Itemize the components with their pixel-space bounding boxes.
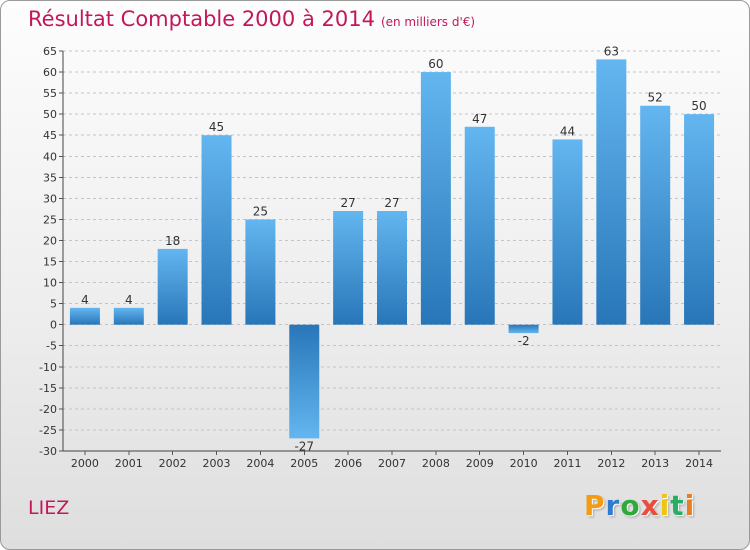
logo-letter: x bbox=[640, 489, 660, 522]
logo-letter: o bbox=[620, 489, 641, 522]
logo-letter: P bbox=[584, 489, 606, 522]
bar-2012 bbox=[596, 59, 627, 325]
y-tick-label: -25 bbox=[39, 424, 57, 437]
y-tick-label: -15 bbox=[39, 382, 57, 395]
bar-2005 bbox=[289, 324, 320, 439]
x-tick-label: 2007 bbox=[378, 457, 406, 470]
data-label-2013: 52 bbox=[648, 91, 663, 105]
y-tick-label: 45 bbox=[43, 129, 57, 142]
x-tick-label: 2013 bbox=[641, 457, 669, 470]
chart-title: Résultat Comptable 2000 à 2014 (en millie… bbox=[28, 7, 475, 31]
data-label-2006: 27 bbox=[340, 196, 355, 210]
data-label-2010: -2 bbox=[518, 334, 530, 348]
y-tick-label: 25 bbox=[43, 213, 57, 226]
logo-letter: i bbox=[684, 489, 696, 522]
y-tick-label: 65 bbox=[43, 45, 57, 58]
data-label-2012: 63 bbox=[604, 44, 619, 58]
bar-2014 bbox=[684, 114, 715, 325]
y-tick-label: 50 bbox=[43, 108, 57, 121]
data-label-2002: 18 bbox=[165, 234, 180, 248]
x-tick-label: 2004 bbox=[246, 457, 274, 470]
bar-2008 bbox=[420, 72, 451, 325]
y-tick-label: 20 bbox=[43, 234, 57, 247]
bars bbox=[69, 59, 715, 439]
y-tick-label: 40 bbox=[43, 150, 57, 163]
data-label-2003: 45 bbox=[209, 120, 224, 134]
data-label-2004: 25 bbox=[253, 204, 268, 218]
axes: 65605550454035302520151050-5-10-15-20-25… bbox=[39, 45, 721, 470]
data-label-2005: -27 bbox=[294, 439, 314, 453]
x-tick-label: 2005 bbox=[290, 457, 318, 470]
chart-title-text: Résultat Comptable 2000 à 2014 bbox=[28, 7, 375, 31]
x-tick-label: 2009 bbox=[466, 457, 494, 470]
x-tick-label: 2001 bbox=[115, 457, 143, 470]
x-tick-label: 2003 bbox=[203, 457, 231, 470]
x-tick-label: 2006 bbox=[334, 457, 362, 470]
y-tick-label: 30 bbox=[43, 192, 57, 205]
bar-2010 bbox=[508, 324, 539, 334]
x-tick-label: 2002 bbox=[159, 457, 187, 470]
y-tick-label: 10 bbox=[43, 277, 57, 290]
data-label-2009: 47 bbox=[472, 112, 487, 126]
logo-letter: i bbox=[659, 489, 671, 522]
y-tick-label: 0 bbox=[50, 319, 57, 332]
logo-letter: r bbox=[605, 489, 621, 522]
logo-letter: t bbox=[670, 489, 685, 522]
bar-2006 bbox=[333, 211, 364, 325]
y-tick-label: -10 bbox=[39, 361, 57, 374]
bar-2004 bbox=[245, 219, 276, 325]
bar-2009 bbox=[464, 126, 495, 325]
x-tick-label: 2008 bbox=[422, 457, 450, 470]
y-tick-label: 35 bbox=[43, 171, 57, 184]
data-label-2001: 4 bbox=[125, 293, 133, 307]
x-tick-label: 2012 bbox=[597, 457, 625, 470]
y-tick-label: -30 bbox=[39, 445, 57, 458]
y-tick-label: 55 bbox=[43, 87, 57, 100]
bar-2013 bbox=[640, 105, 671, 325]
y-tick-label: -20 bbox=[39, 403, 57, 416]
x-tick-label: 2010 bbox=[510, 457, 538, 470]
bar-2001 bbox=[113, 307, 144, 325]
data-label-2007: 27 bbox=[384, 196, 399, 210]
data-label-2011: 44 bbox=[560, 124, 575, 138]
bar-2000 bbox=[69, 307, 100, 325]
x-tick-label: 2000 bbox=[71, 457, 99, 470]
bar-2002 bbox=[157, 248, 188, 325]
x-tick-label: 2014 bbox=[685, 457, 713, 470]
data-label-2000: 4 bbox=[81, 293, 89, 307]
bar-2003 bbox=[201, 135, 232, 325]
x-tick-label: 2011 bbox=[553, 457, 581, 470]
bar-2011 bbox=[552, 139, 583, 325]
y-tick-label: -5 bbox=[46, 340, 57, 353]
town-name: LIEZ bbox=[28, 497, 70, 519]
data-label-2008: 60 bbox=[428, 57, 443, 71]
y-tick-label: 15 bbox=[43, 256, 57, 269]
y-tick-label: 60 bbox=[43, 66, 57, 79]
y-tick-label: 5 bbox=[50, 298, 57, 311]
chart-title-unit: (en milliers d'€) bbox=[380, 15, 476, 29]
bar-2007 bbox=[377, 211, 407, 325]
proxiti-logo[interactable]: Proxiti bbox=[584, 489, 695, 522]
data-label-2014: 50 bbox=[691, 99, 706, 113]
